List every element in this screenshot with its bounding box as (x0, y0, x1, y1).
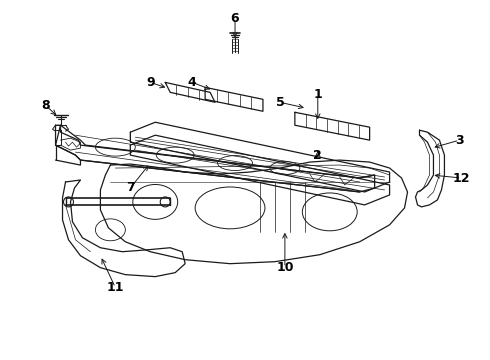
Text: 5: 5 (275, 96, 284, 109)
Text: 12: 12 (453, 171, 470, 185)
Text: 8: 8 (41, 99, 50, 112)
Text: 9: 9 (146, 76, 154, 89)
Text: 1: 1 (314, 88, 322, 101)
Text: 4: 4 (188, 76, 196, 89)
Text: 6: 6 (231, 12, 239, 25)
Text: 3: 3 (455, 134, 464, 147)
Text: 11: 11 (107, 281, 124, 294)
Text: 7: 7 (126, 181, 135, 194)
Text: 2: 2 (314, 149, 322, 162)
Text: 10: 10 (276, 261, 294, 274)
